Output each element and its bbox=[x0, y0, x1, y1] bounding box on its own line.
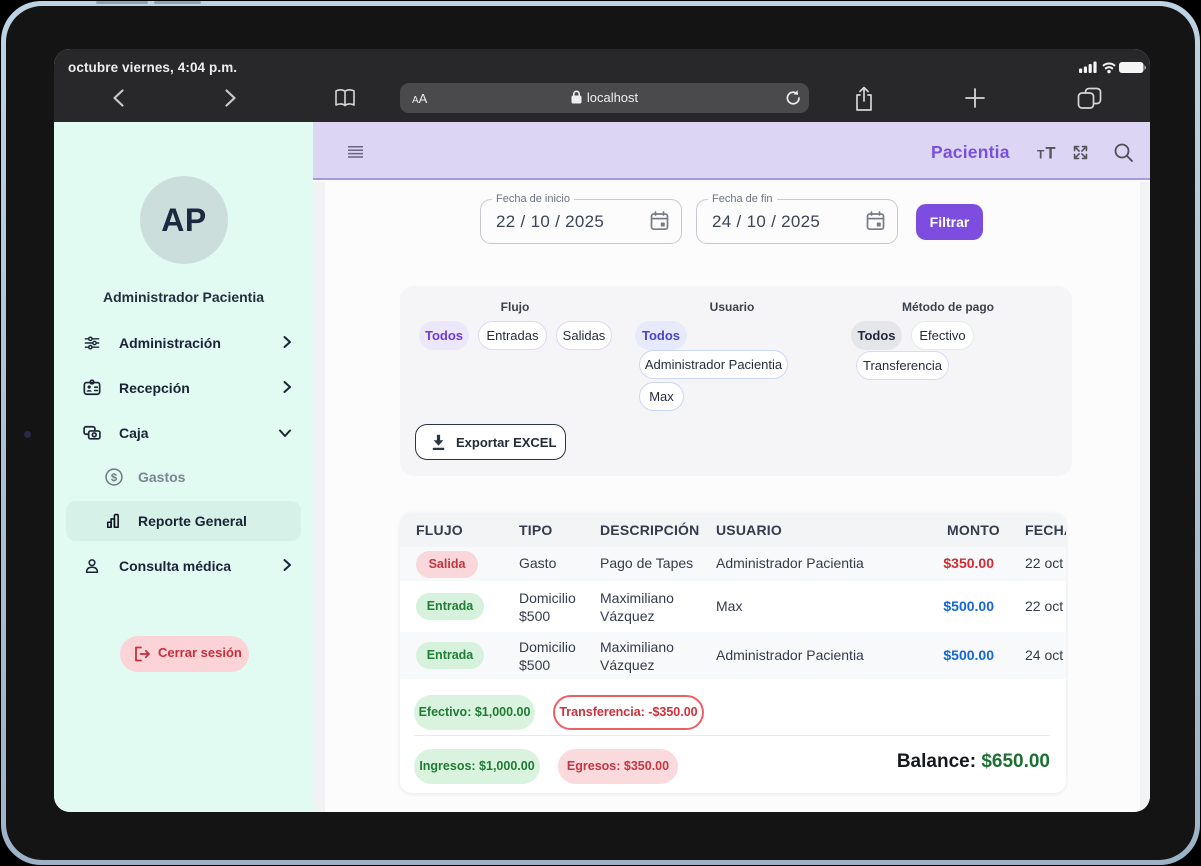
svg-text:T: T bbox=[1037, 148, 1045, 162]
svg-text:T: T bbox=[1046, 145, 1056, 162]
svg-text:$: $ bbox=[111, 472, 118, 484]
